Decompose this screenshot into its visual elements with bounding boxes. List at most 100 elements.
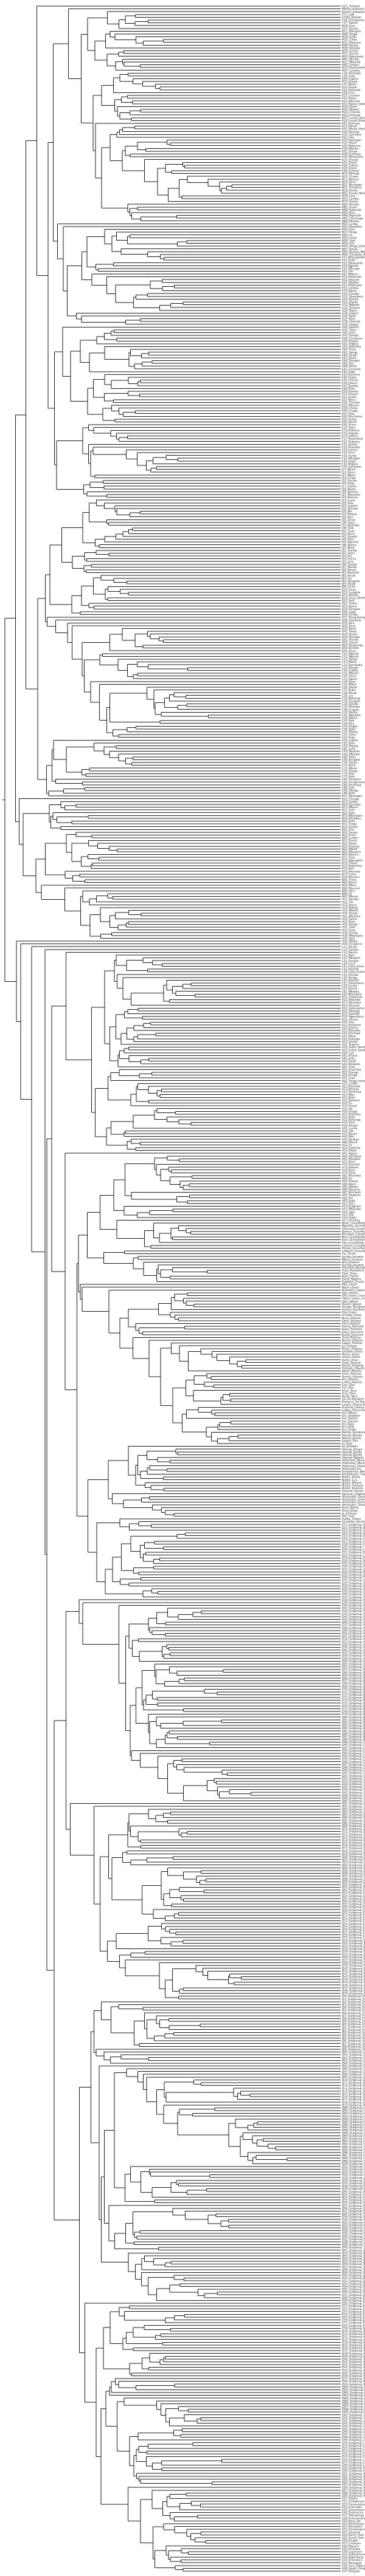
tip-label: F34_Sandawe [342, 465, 361, 469]
tip-label: E65_Kiseri [342, 423, 356, 427]
tip-label: Z72_Outgroup_BJ [342, 1693, 365, 1697]
tip-label: ZQ8_Outgroup_IX [342, 2240, 365, 2244]
tip-label: A43_Basaa [342, 1132, 357, 1136]
tip-label: ZV5_Outgroup_KS [342, 2371, 365, 2375]
tip-label: ZC5_Outgroup_DK [342, 1841, 365, 1845]
tip-label: A13_Balong [342, 1088, 358, 1091]
tip-label: A26_Pongo [342, 1110, 358, 1114]
tip-label: A52_Kaalong [342, 1146, 360, 1150]
tip-label: ZB0_Outgroup_CV [342, 1800, 365, 1803]
tip-label: S29_Vhembe [342, 2547, 360, 2551]
tip-label: ZQ0_Outgroup_IP [342, 2218, 365, 2222]
tip-label: Z85_Outgroup_BW [342, 1730, 365, 1733]
tip-label: T17_Lodi [341, 13, 354, 16]
tip-label: A31_Bubi [342, 1115, 355, 1119]
tip-label: Mbola_Jadawain [342, 7, 364, 11]
tip-label: C23_Ngare [342, 677, 357, 681]
tip-label: G35_Luguru [342, 312, 359, 315]
tip-label: G52_Ndamba [342, 345, 361, 349]
tip-label: ZQ9_Outgroup_IY [342, 2243, 365, 2247]
tip-label: ZS1_Outgroup_JK [342, 2276, 365, 2280]
tip-label: ZQ1_Outgroup_IQ [342, 2221, 365, 2224]
tip-label: B43_Punu [342, 834, 356, 837]
tip-label: ZZ3_Outgroup_ME [342, 2478, 365, 2481]
tip-label: E61_Rwo [342, 412, 355, 416]
tip-label: K26_Subiya [342, 163, 358, 167]
tip-label: G64_Pangwa [342, 359, 360, 363]
tip-label: K41_Kamaya [342, 122, 360, 126]
tip-label: ZH1_Outgroup_FE [342, 1970, 365, 1973]
tip-label: D14_Enya_North [342, 597, 365, 600]
tip-label: Adamawa_Mbum [342, 1462, 365, 1465]
tip-label: Z54_Outgroup_AR [342, 1643, 365, 1646]
tip-label: C10_Ngundi [342, 652, 359, 656]
tip-label: D51_Hunde [342, 638, 358, 642]
tip-label: Z91_Outgroup_CC [342, 1746, 365, 1750]
tip-label: Yoruba_Yoruboid [341, 1305, 365, 1309]
tip-label: D55_Buyu [342, 649, 356, 653]
tip-label: ZA0_Outgroup_CL [342, 1772, 365, 1775]
tip-label: ZP4_Outgroup_IJ [342, 2201, 365, 2205]
tip-label: E50_Kamba [342, 390, 358, 394]
tip-label: ZU6_Outgroup_KJ [342, 2346, 365, 2350]
tip-label: ZX3_Outgroup_LK [342, 2422, 365, 2425]
tip-label: S19_Nosy_Be [342, 2519, 361, 2523]
tip-label: Z40_Outgroup_AD [342, 1604, 365, 1608]
tip-label: ZD8_Outgroup_DX [342, 1877, 365, 1881]
tip-label: Z68_Outgroup_BF [342, 1682, 365, 1686]
tip-label: G44_Comorian [342, 337, 363, 340]
tip-label: B61_Mbete [342, 848, 358, 851]
tip-label: S16_Kalanga [342, 1037, 360, 1041]
tip-label: Eggon_Plateau [342, 1341, 363, 1345]
tip-label: ZL9_Outgroup_HA [342, 2103, 365, 2107]
tip-label: Z61_Outgroup_AY [342, 1663, 365, 1667]
tip-label: H16_Kongo [342, 912, 358, 916]
tip-label: ZG3_Outgroup_EW [342, 1947, 365, 1951]
tip-label: ZH5_Outgroup_FI [342, 1981, 365, 1984]
tip-label: L18_Suku [342, 74, 355, 78]
tip-label: B25_Kota [342, 820, 355, 823]
tip-label: Z36_Outgroup_Z [342, 1593, 365, 1597]
tip-label: Z22_Outgroup_L [342, 1553, 365, 1557]
tip-label: G11_Turkana [342, 5, 360, 9]
tip-label: Temne_Atlantic [341, 1375, 363, 1379]
tip-label: R21_Kwanyama [342, 1007, 364, 1010]
tip-label: B83_Mfinu [342, 884, 356, 888]
tip-label: ZP0_Outgroup_IF [342, 2190, 365, 2194]
tip-label: A24_Duala [342, 1105, 357, 1108]
tip-label: Saharan_Kanuri [342, 1490, 364, 1493]
tip-label: Ngemba_Grassfields [342, 1224, 365, 1228]
tip-label: S54_Ronga [342, 1074, 358, 1077]
tip-label: Z14_Outgroup_D [342, 1532, 365, 1535]
tip-label: N20_Sena [342, 180, 356, 184]
tip-label: C73_Sungu [342, 769, 358, 773]
tip-label: Z94_Outgroup_CF [342, 1755, 365, 1758]
tip-label: E52_Embu [342, 396, 356, 399]
tip-label: C64_Ntomba [342, 753, 360, 756]
tip-label: Hyam_Plateau [342, 1347, 362, 1351]
tip-label: E47_Kambe [342, 384, 358, 388]
tip-label: ZM9_Outgroup_HK [342, 2131, 365, 2135]
tip-label: ZM7_Outgroup_HI [342, 2126, 365, 2129]
tip-label: P22_Mwera [342, 273, 358, 276]
tip-label: S11_Toliara [342, 2497, 358, 2501]
tip-label: K30_Nyengo [342, 130, 360, 134]
tip-label: ZY0_Outgroup_LR [342, 2441, 365, 2445]
tip-label: C25_Mbosi [342, 683, 357, 687]
tip-label: H31_Yaka [342, 926, 355, 930]
tip-label: D12_Lengola [342, 591, 360, 594]
tip-label: G33_Zaramo [342, 306, 360, 310]
tip-label: S28_Mopani [342, 2544, 359, 2548]
tip-label: ZU7_Outgroup_KK [342, 2349, 365, 2353]
tip-label: D25_Lega [342, 611, 356, 614]
tip-label: K23_Myala [342, 86, 357, 89]
tip-label: J61_Rwanda [341, 571, 359, 575]
tip-label: J66_Vinza [341, 585, 355, 589]
tip-label: J13_Nkore [341, 473, 356, 477]
tip-label: ZR3_Outgroup_JC [342, 2254, 365, 2258]
tip-label: Mande_Mende [342, 1434, 362, 1437]
tip-label: H11_Bembe [342, 898, 359, 902]
tip-label: ZC9_Outgroup_DO [342, 1852, 365, 1856]
tip-label: ZX7_Outgroup_LO [342, 2433, 365, 2436]
tip-label: G24_Bondei [342, 298, 359, 301]
